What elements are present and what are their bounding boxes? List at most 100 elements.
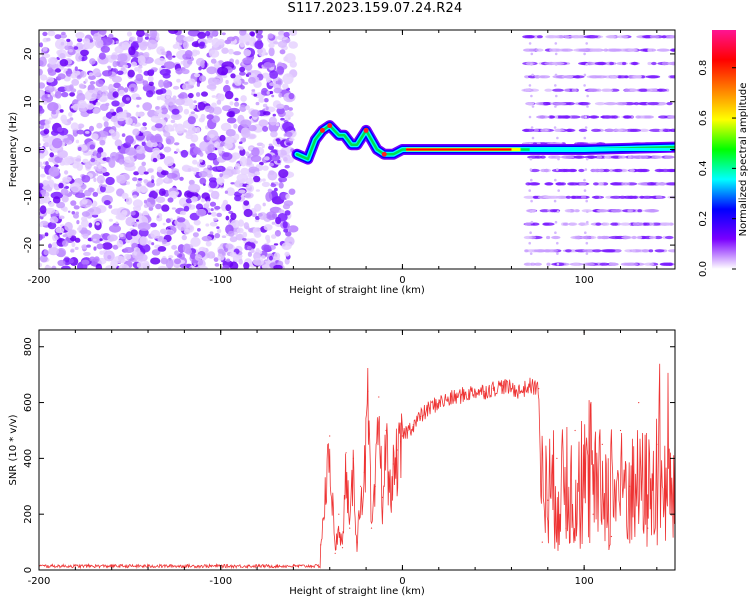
noise-blob <box>67 74 72 77</box>
harmonic-band-blob <box>572 262 579 266</box>
noise-blob <box>108 158 116 169</box>
noise-blob <box>166 172 178 179</box>
noise-blob <box>42 46 48 52</box>
noise-blob <box>183 36 188 42</box>
noise-blob <box>209 179 218 189</box>
spectrogram-ytick-label: -20 <box>23 237 34 253</box>
noise-blob <box>79 189 83 193</box>
harmonic-strip-dot <box>528 241 531 245</box>
harmonic-strip-dot <box>528 262 531 266</box>
harmonic-band-blob <box>526 102 535 106</box>
noise-blob <box>103 121 109 128</box>
harmonic-strip-dot <box>554 220 558 224</box>
spectrogram-ytick-label: 10 <box>23 95 34 108</box>
noise-blob <box>288 92 295 100</box>
noise-blob <box>283 157 288 162</box>
harmonic-band-blob <box>522 128 536 132</box>
noise-blob <box>226 91 230 95</box>
noise-blob <box>249 31 255 37</box>
harmonic-band-blob <box>618 102 628 106</box>
noise-blob <box>187 92 194 99</box>
noise-blob <box>127 69 135 78</box>
noise-blob <box>101 85 109 91</box>
harmonic-band-blob <box>533 249 546 253</box>
noise-blob <box>75 211 79 215</box>
harmonic-strip-dot <box>586 220 589 224</box>
noise-blob <box>96 152 102 159</box>
noise-blob <box>67 232 72 239</box>
snr-ylabel: SNR (10 * v/v) <box>8 414 19 485</box>
noise-blob <box>52 196 61 204</box>
noise-blob <box>39 143 42 146</box>
noise-blob <box>117 212 127 221</box>
harmonic-band-blob <box>661 35 667 39</box>
harmonic-band-blob <box>571 75 585 79</box>
noise-blob <box>117 145 121 150</box>
noise-blob <box>214 233 221 239</box>
noise-blob <box>235 233 245 241</box>
harmonic-band-blob <box>552 88 564 92</box>
noise-blob <box>262 125 269 132</box>
noise-blob <box>96 175 105 184</box>
noise-blob <box>181 234 187 241</box>
noise-blob <box>61 240 69 247</box>
noise-blob <box>73 205 80 210</box>
snr-point <box>629 485 631 487</box>
harmonic-band-blob <box>532 195 539 199</box>
noise-blob <box>171 207 176 210</box>
harmonic-band-blob <box>647 48 653 52</box>
harmonic-band-blob <box>531 48 536 52</box>
noise-blob <box>142 102 153 111</box>
noise-blob <box>68 258 74 264</box>
harmonic-strip-dot <box>583 73 587 77</box>
snr-point <box>447 399 449 401</box>
noise-blob <box>156 166 163 173</box>
noise-blob <box>272 113 276 117</box>
noise-blob <box>61 60 65 64</box>
noise-blob <box>87 150 94 156</box>
snr-point <box>619 429 622 432</box>
noise-blob <box>226 111 235 118</box>
harmonic-band-blob <box>665 235 674 240</box>
noise-blob <box>243 49 252 57</box>
noise-blob <box>273 41 279 45</box>
noise-blob <box>57 127 63 133</box>
spectrogram-xtick-label: 100 <box>575 275 594 286</box>
noise-blob <box>283 56 288 62</box>
noise-blob <box>197 31 207 39</box>
noise-blob <box>120 67 126 72</box>
noise-blob <box>152 147 161 154</box>
noise-blob <box>39 82 46 89</box>
harmonic-band-blob <box>645 75 659 79</box>
harmonic-band-blob <box>657 88 667 92</box>
noise-blob <box>179 263 187 269</box>
noise-blob <box>132 206 137 210</box>
noise-blob <box>150 115 161 123</box>
harmonic-strip-dot <box>529 252 533 255</box>
noise-blob <box>140 126 146 133</box>
noise-blob <box>98 52 106 60</box>
noise-blob <box>209 221 218 227</box>
noise-blob <box>242 137 247 142</box>
harmonic-band-blob <box>631 249 636 253</box>
snr-point <box>360 485 362 487</box>
noise-blob <box>59 33 67 39</box>
noise-blob <box>238 258 243 265</box>
noise-blob <box>278 92 283 98</box>
noise-blob <box>284 251 290 257</box>
colorbar-tick-label: 0.8 <box>698 60 709 76</box>
noise-blob <box>234 180 243 188</box>
snr-point <box>389 485 391 487</box>
harmonic-band-blob <box>641 249 651 253</box>
noise-blob <box>44 119 51 125</box>
noise-blob <box>48 86 53 89</box>
noise-blob <box>70 200 77 206</box>
noise-blob <box>142 80 149 87</box>
noise-blob <box>284 114 291 121</box>
noise-blob <box>224 190 228 194</box>
noise-blob <box>177 217 186 223</box>
noise-blob <box>288 188 296 195</box>
harmonic-band-blob <box>597 235 602 240</box>
noise-blob <box>285 193 291 200</box>
harmonic-band-blob <box>625 262 639 266</box>
